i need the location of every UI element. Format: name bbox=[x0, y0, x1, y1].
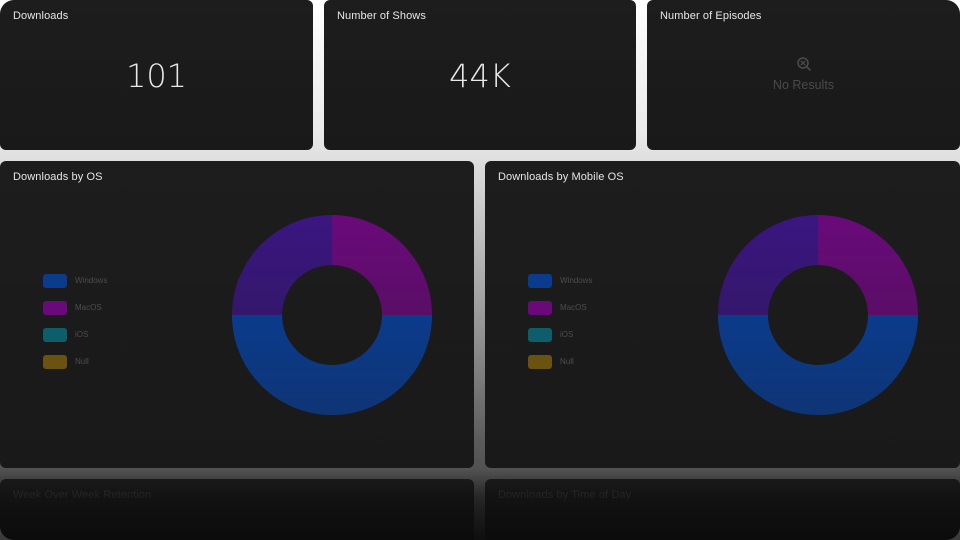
legend-label: iOS bbox=[75, 330, 89, 339]
donut-slice-macos[interactable] bbox=[818, 215, 918, 315]
legend-swatch bbox=[43, 327, 67, 342]
legend-label: iOS bbox=[560, 330, 574, 339]
donut-slice-windows[interactable] bbox=[232, 315, 432, 415]
kpi-title: Number of Shows bbox=[337, 10, 426, 22]
chart-card-time-of-day[interactable]: Downloads by Time of Day bbox=[485, 479, 960, 540]
legend-swatch bbox=[528, 273, 552, 288]
chart-title: Week Over Week Retention bbox=[13, 489, 152, 501]
legend-item-windows[interactable]: Windows bbox=[528, 267, 592, 294]
legend-item-null[interactable]: Null bbox=[43, 348, 107, 375]
kpi-value: 44K bbox=[449, 57, 511, 95]
legend-swatch bbox=[43, 273, 67, 288]
donut-chart-mobile-os[interactable] bbox=[717, 214, 919, 416]
donut-slice-macos[interactable] bbox=[332, 215, 432, 315]
legend-item-null[interactable]: Null bbox=[528, 348, 592, 375]
legend-label: MacOS bbox=[560, 303, 587, 312]
kpi-title: Downloads bbox=[13, 10, 69, 22]
legend-label: Windows bbox=[560, 276, 593, 285]
no-results: No Results bbox=[647, 56, 960, 92]
kpi-card-episodes[interactable]: Number of Episodes No Results bbox=[647, 0, 960, 150]
legend-label: Windows bbox=[75, 276, 108, 285]
kpi-card-shows[interactable]: Number of Shows 44K bbox=[324, 0, 636, 150]
chart-title: Downloads by Time of Day bbox=[498, 489, 632, 501]
kpi-title: Number of Episodes bbox=[660, 10, 762, 22]
legend-swatch bbox=[43, 300, 67, 315]
legend-label: Null bbox=[560, 357, 574, 366]
chart-title: Downloads by OS bbox=[13, 171, 103, 183]
legend-item-ios[interactable]: iOS bbox=[528, 321, 592, 348]
chart-title: Downloads by Mobile OS bbox=[498, 171, 624, 183]
legend-swatch bbox=[528, 354, 552, 369]
legend-swatch bbox=[528, 327, 552, 342]
donut-slice-windows[interactable] bbox=[718, 315, 918, 415]
no-results-text: No Results bbox=[772, 78, 835, 92]
legend-mobile-os: Windows MacOS iOS Null bbox=[528, 267, 592, 375]
legend-item-ios[interactable]: iOS bbox=[43, 321, 107, 348]
legend-os: Windows MacOS iOS Null bbox=[43, 267, 107, 375]
legend-item-macos[interactable]: MacOS bbox=[528, 294, 592, 321]
search-x-icon bbox=[796, 57, 811, 71]
kpi-value: 101 bbox=[125, 57, 188, 95]
kpi-card-downloads[interactable]: Downloads 101 bbox=[0, 0, 313, 150]
donut-chart-os[interactable] bbox=[231, 214, 433, 416]
donut-slice-other[interactable] bbox=[718, 215, 818, 315]
legend-swatch bbox=[528, 300, 552, 315]
chart-card-retention[interactable]: Week Over Week Retention bbox=[0, 479, 474, 540]
donut-slice-other[interactable] bbox=[232, 215, 332, 315]
legend-item-windows[interactable]: Windows bbox=[43, 267, 107, 294]
legend-item-macos[interactable]: MacOS bbox=[43, 294, 107, 321]
legend-label: MacOS bbox=[75, 303, 102, 312]
legend-label: Null bbox=[75, 357, 89, 366]
legend-swatch bbox=[43, 354, 67, 369]
